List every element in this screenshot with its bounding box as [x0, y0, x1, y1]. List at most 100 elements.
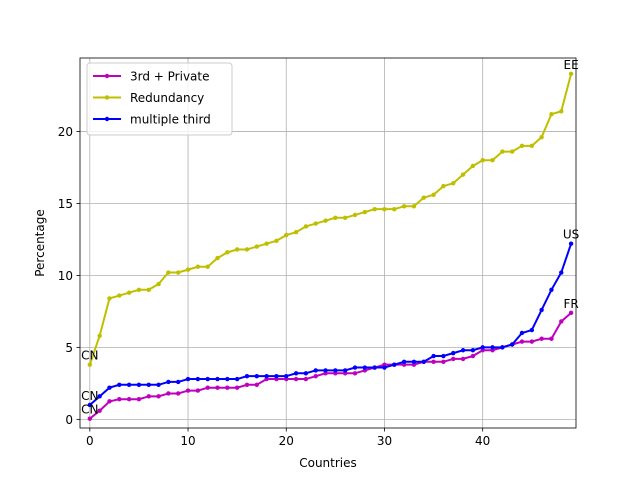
data-point — [117, 293, 122, 298]
data-point — [539, 307, 544, 313]
data-point — [549, 111, 554, 117]
data-point — [126, 397, 132, 402]
data-point — [451, 350, 456, 356]
data-point — [166, 391, 171, 396]
data-point — [568, 310, 574, 316]
data-point — [264, 373, 269, 379]
annotation-label: EE — [564, 58, 579, 72]
data-point — [539, 336, 544, 341]
data-point — [392, 362, 397, 367]
data-point — [342, 368, 348, 373]
data-point — [549, 336, 554, 341]
data-point — [382, 365, 387, 370]
data-point — [451, 181, 456, 186]
axis-ticks: 0 10 20 30 40 0 5 10 15 20 — [58, 125, 491, 448]
data-point — [97, 408, 102, 413]
data-point — [107, 399, 112, 404]
data-point — [451, 356, 456, 362]
data-point — [244, 247, 250, 252]
data-point — [333, 215, 338, 221]
data-point — [136, 382, 142, 388]
data-point — [490, 345, 495, 350]
data-point — [254, 373, 259, 379]
data-point — [431, 353, 436, 359]
data-point — [166, 270, 171, 275]
legend: 3rd + Private Redundancy multiple third — [86, 62, 233, 136]
data-point — [392, 206, 397, 212]
data-point — [470, 348, 476, 353]
data-point — [441, 359, 446, 364]
data-point — [156, 394, 161, 399]
data-point — [559, 109, 564, 114]
legend-label: 3rd + Private — [130, 70, 210, 84]
legend-item: Redundancy — [93, 91, 204, 105]
data-point — [225, 250, 230, 255]
data-point — [519, 143, 525, 149]
data-point — [460, 172, 466, 177]
data-point — [470, 353, 476, 359]
data-point — [234, 376, 240, 382]
data-point — [107, 296, 112, 301]
legend-item: 3rd + Private — [93, 70, 210, 84]
data-point — [539, 134, 544, 140]
data-point — [205, 385, 210, 390]
data-point — [549, 287, 554, 292]
data-point — [244, 382, 250, 388]
data-point — [146, 382, 151, 388]
data-point — [215, 376, 220, 382]
annotation-label: US — [563, 228, 579, 242]
data-point — [342, 215, 348, 221]
data-point — [362, 209, 368, 215]
data-point — [225, 376, 230, 382]
data-point — [303, 376, 309, 382]
data-point — [274, 238, 279, 244]
data-point — [490, 158, 495, 163]
legend-swatch-marker — [104, 73, 110, 79]
plot-area-frame — [79, 57, 577, 429]
data-point — [215, 385, 220, 390]
data-point — [176, 391, 181, 396]
data-point — [107, 385, 112, 390]
legend-label: multiple third — [130, 113, 211, 127]
data-point — [509, 342, 515, 347]
data-point — [509, 149, 515, 154]
data-point — [323, 368, 328, 373]
data-point — [293, 376, 299, 382]
series-1 — [87, 310, 574, 421]
data-point — [559, 270, 564, 275]
data-point — [441, 183, 446, 189]
data-point — [274, 373, 279, 379]
data-point — [97, 333, 102, 339]
data-point — [293, 230, 299, 235]
data-point — [431, 359, 436, 364]
data-point — [480, 345, 485, 350]
data-point — [126, 290, 132, 295]
data-point — [87, 402, 93, 408]
data-point — [254, 382, 259, 388]
data-point — [529, 143, 535, 149]
data-point — [352, 212, 358, 218]
annotation-label: CN — [81, 389, 98, 403]
annotation-label: FR — [563, 297, 578, 311]
series-2 — [87, 71, 574, 367]
data-point — [411, 359, 417, 364]
data-point — [225, 385, 230, 390]
annotation-label: CN — [81, 403, 98, 417]
legend-swatch-marker — [104, 116, 110, 122]
y-tick-label: 20 — [58, 125, 73, 139]
series-3 — [87, 241, 574, 408]
data-point — [303, 224, 309, 229]
data-point — [500, 345, 505, 350]
data-point — [568, 241, 574, 246]
y-tick-label: 0 — [65, 413, 73, 427]
data-point — [372, 206, 377, 212]
data-point — [421, 195, 426, 200]
data-point — [87, 362, 93, 367]
data-point — [117, 382, 122, 388]
data-point — [176, 379, 181, 385]
y-tick-label: 15 — [58, 197, 73, 211]
data-point — [234, 247, 240, 252]
